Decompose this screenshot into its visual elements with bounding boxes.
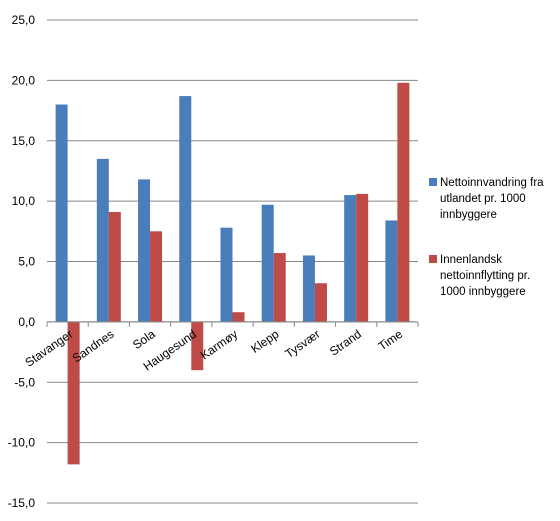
x-category-label: Sola — [130, 327, 158, 352]
bar-series-2 — [150, 231, 163, 322]
legend-label: Nettoinnvandring fra — [440, 177, 544, 189]
x-axis — [46, 321, 419, 327]
y-tick-label: 0,0 — [18, 315, 35, 329]
legend-label: 1000 innbyggere — [440, 286, 526, 298]
legend: Nettoinnvandring fra utlandet pr. 1000 inn… — [429, 177, 544, 298]
y-tick-label: 25,0 — [12, 13, 36, 27]
bars — [55, 82, 410, 465]
x-category-label: Stavanger — [22, 327, 75, 370]
y-tick-label: 5,0 — [18, 255, 35, 269]
bar-series-1 — [55, 104, 68, 322]
y-tick-label: -10,0 — [8, 436, 36, 450]
bar-series-1 — [138, 179, 151, 322]
bar-series-1 — [220, 227, 233, 322]
legend-label: nettoinnflytting pr. — [440, 270, 530, 282]
y-tick-label: -15,0 — [8, 496, 36, 510]
y-tick-label: -5,0 — [14, 375, 35, 389]
x-category-label: Karmøy — [198, 327, 240, 363]
y-tick-label: 20,0 — [12, 73, 36, 87]
bar-series-1 — [344, 195, 357, 322]
x-category-label: Strand — [327, 327, 364, 359]
bar-series-2 — [67, 321, 80, 465]
bar-series-1 — [261, 204, 274, 322]
legend-swatch — [429, 178, 437, 186]
bar-series-2 — [273, 253, 286, 322]
legend-label: innbyggere — [440, 209, 497, 221]
bar-series-2 — [191, 321, 204, 371]
bar-series-2 — [108, 211, 121, 322]
x-category-label: Tysvær — [282, 327, 322, 361]
legend-label: utlandet pr. 1000 — [440, 193, 526, 205]
bar-series-2 — [232, 312, 245, 322]
bar-series-2 — [314, 283, 327, 322]
bar-series-1 — [179, 96, 192, 322]
bar-series-1 — [96, 158, 109, 322]
y-tick-label: 15,0 — [12, 134, 36, 148]
y-tick-label: 10,0 — [12, 194, 36, 208]
bar-series-1 — [385, 220, 398, 322]
legend-label: Innenlandsk — [440, 254, 502, 266]
legend-swatch — [429, 255, 437, 263]
x-category-label: Time — [376, 327, 406, 354]
bar-series-2 — [397, 82, 410, 322]
bar-series-1 — [302, 255, 315, 322]
y-axis-tick-labels: 25,0 20,0 15,0 10,0 5,0 0,0 -5,0 -10,0 -15,0 — [8, 13, 36, 510]
bar-series-2 — [356, 193, 369, 322]
x-category-label: Klepp — [248, 327, 281, 356]
